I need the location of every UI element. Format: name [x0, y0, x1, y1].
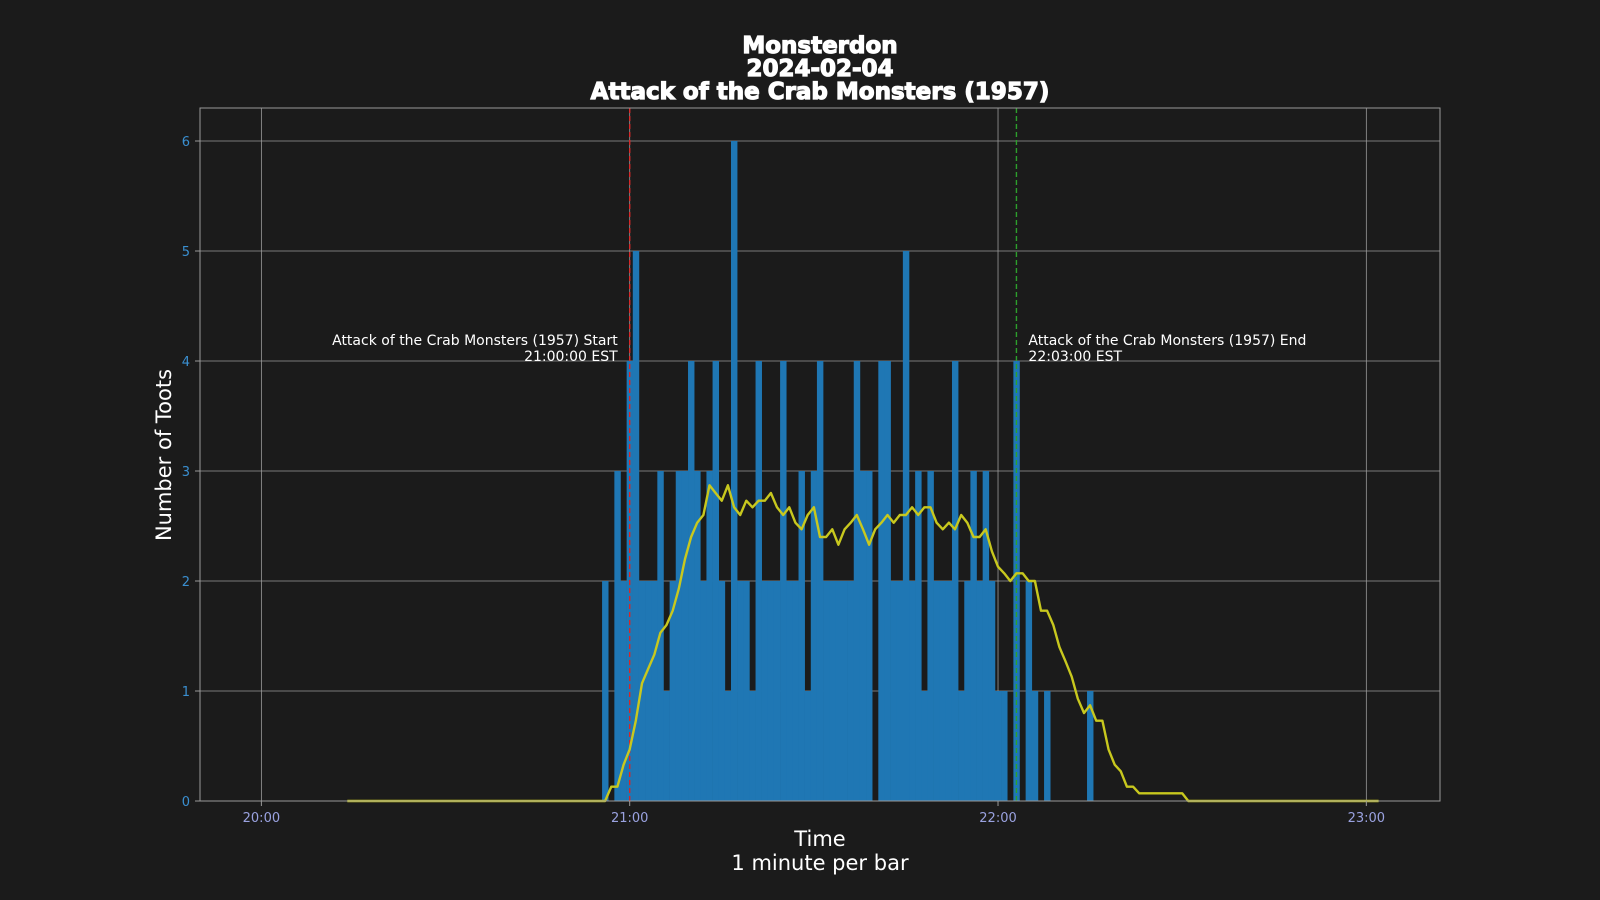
bar — [798, 471, 805, 801]
y-tick-label: 6 — [182, 135, 190, 150]
bar — [994, 691, 1002, 801]
bar — [982, 471, 990, 801]
bar — [767, 581, 775, 801]
x-tick-label: 22:00 — [979, 811, 1016, 826]
y-tick-label: 2 — [182, 575, 190, 590]
bar — [810, 471, 818, 801]
bar — [902, 251, 910, 801]
bar — [712, 361, 720, 801]
x-axis-label-line-1: 1 minute per bar — [731, 851, 909, 875]
bar — [706, 471, 713, 801]
bar — [675, 471, 683, 801]
bar — [602, 581, 609, 801]
bar — [841, 581, 848, 801]
bar — [915, 471, 922, 801]
bar — [1044, 691, 1051, 801]
bar — [786, 581, 793, 801]
bar — [632, 251, 640, 801]
bar — [866, 471, 873, 801]
bar — [933, 581, 941, 801]
bar — [761, 581, 769, 801]
bar — [884, 361, 891, 801]
x-tick-label: 21:00 — [611, 811, 648, 826]
annotation-text: Attack of the Crab Monsters (1957) End — [1028, 333, 1306, 349]
y-tick-label: 4 — [182, 355, 190, 370]
bar — [829, 581, 836, 801]
bar — [816, 361, 824, 801]
bar — [1025, 581, 1033, 801]
annotation-text: 22:03:00 EST — [1028, 349, 1122, 365]
bar — [718, 581, 726, 801]
bar — [939, 581, 947, 801]
bar — [737, 581, 744, 801]
bar — [773, 581, 781, 801]
x-tick-label: 20:00 — [243, 811, 280, 826]
y-tick-label: 3 — [182, 465, 190, 480]
bar — [645, 581, 652, 801]
bar — [958, 691, 965, 801]
y-axis-label: Number of Toots — [152, 369, 176, 541]
bar — [859, 471, 867, 801]
bar — [681, 471, 689, 801]
bar — [804, 691, 812, 801]
bar — [835, 581, 842, 801]
y-axis-ticks: 0 1 2 3 4 5 6 — [182, 135, 200, 810]
rolling-average-line — [347, 484, 1379, 803]
rolling-average — [347, 484, 1379, 803]
bar — [927, 471, 934, 801]
bar — [921, 691, 928, 801]
bar — [847, 581, 855, 801]
bar — [976, 581, 983, 801]
bar — [700, 581, 707, 801]
bar — [1031, 691, 1039, 801]
bar — [724, 691, 732, 801]
bar — [1001, 691, 1008, 801]
bar — [730, 141, 738, 801]
bar — [970, 471, 977, 801]
bar — [951, 361, 959, 801]
bar — [620, 581, 627, 801]
bar — [896, 581, 904, 801]
annotation-text: 21:00:00 EST — [524, 349, 618, 365]
y-tick-label: 5 — [182, 245, 190, 260]
bar — [792, 581, 799, 801]
bar — [890, 581, 898, 801]
bar — [945, 581, 953, 801]
bar — [780, 361, 787, 801]
annotations: Attack of the Crab Monsters (1957) Start… — [332, 108, 1306, 801]
bar — [669, 581, 677, 801]
bar — [823, 581, 830, 801]
annotation-text: Attack of the Crab Monsters (1957) Start — [332, 333, 618, 349]
bar — [909, 581, 916, 801]
x-axis-label-line-0: Time — [793, 827, 845, 851]
bar — [1087, 691, 1094, 801]
bar — [614, 471, 621, 801]
bars — [602, 141, 1094, 801]
bar — [694, 471, 701, 801]
title-line-1: 2024-02-04 — [746, 56, 893, 82]
bar — [878, 361, 885, 801]
y-tick-label: 1 — [182, 685, 190, 700]
bar — [638, 581, 646, 801]
bar — [755, 361, 762, 801]
bar — [853, 361, 861, 801]
title-line-2: Attack of the Crab Monsters (1957) — [591, 79, 1050, 105]
plot-frame — [199, 107, 1441, 802]
bar — [749, 691, 756, 801]
bar — [964, 581, 971, 801]
bar — [663, 691, 670, 801]
bar — [743, 581, 750, 801]
y-tick-label: 0 — [182, 795, 190, 810]
x-tick-label: 23:00 — [1348, 811, 1385, 826]
title-line-0: Monsterdon — [742, 33, 897, 59]
x-axis-ticks: 20:00 21:00 22:00 23:00 — [243, 801, 1385, 826]
bar — [688, 361, 695, 801]
bar — [988, 581, 996, 801]
bar — [651, 581, 658, 801]
